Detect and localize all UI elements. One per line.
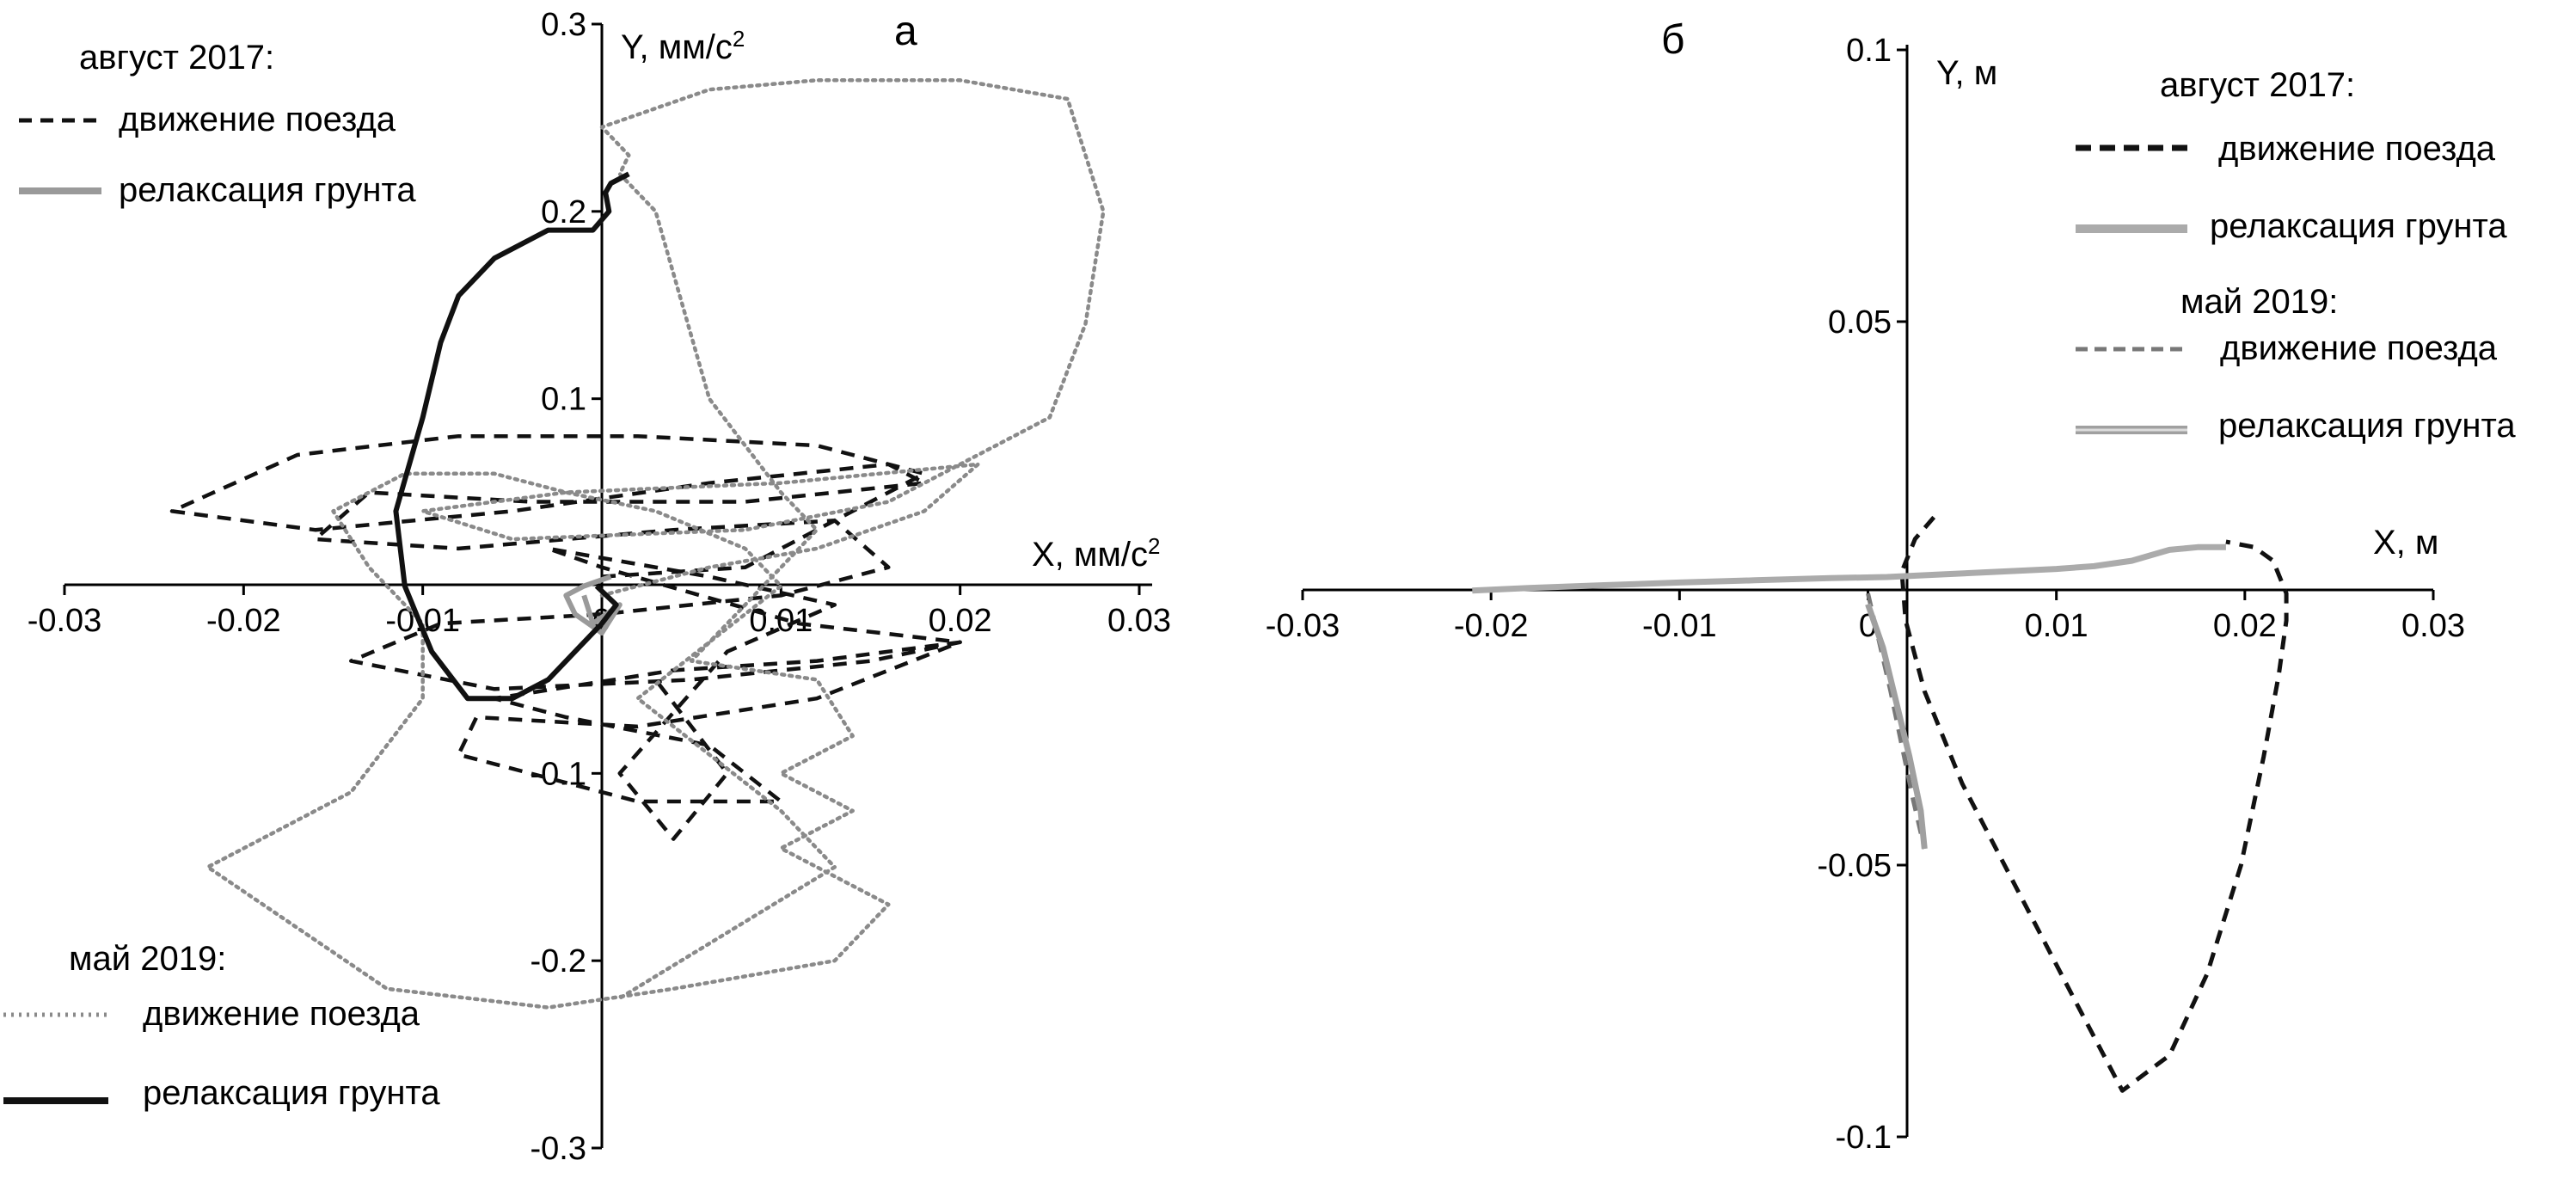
y-tick-label: 0.3 [541, 7, 586, 43]
legend-heading: май 2019: [2180, 283, 2338, 321]
legend-heading: май 2019: [69, 940, 226, 978]
x-tick-label: 0.03 [2401, 608, 2465, 644]
y-tick-label: 0.05 [1828, 304, 1892, 341]
y-tick-label: 0.1 [1846, 33, 1892, 69]
x-tick-label: -0.03 [28, 603, 102, 639]
x-tick-label: 0.01 [749, 603, 813, 639]
panel-b-y-axis-title: Y, м [1936, 54, 1997, 92]
legend-label: релаксация грунта [143, 1074, 440, 1112]
x-tick-label: 0.03 [1107, 603, 1171, 639]
panel-b-legend-august-2017: август 2017: движение поезда релаксация … [2076, 66, 2507, 245]
y-tick-label: -0.3 [531, 1131, 586, 1167]
legend-label: релаксация грунта [2210, 207, 2507, 245]
x-tick-label: 0.01 [2025, 608, 2088, 644]
legend-label: движение поезда [2220, 329, 2498, 367]
series-line-3 [1865, 603, 1928, 850]
x-tick-label: -0.03 [1266, 608, 1340, 644]
series-line-2 [563, 574, 623, 635]
panel-b-x-axis-title: X, м [2373, 524, 2438, 562]
x-tick-label: 0.02 [929, 603, 992, 639]
x-tick-label: 0.02 [2213, 608, 2277, 644]
panel-a-x-axis-title: X, мм/с2 [1032, 533, 1161, 574]
x-tick-label: -0.02 [1454, 608, 1529, 644]
series-line-2 [1866, 592, 1927, 850]
x-tick-label: -0.01 [1642, 608, 1717, 644]
legend-label: релаксация грунта [119, 171, 416, 209]
panel-a-y-axis-title: Y, мм/с2 [621, 26, 745, 66]
series-line-0 [1899, 515, 2289, 1093]
legend-label: движение поезда [2218, 130, 2496, 168]
legend-label: движение поезда [119, 101, 396, 138]
series-line-3 [393, 171, 630, 702]
y-tick-label: -0.05 [1817, 848, 1892, 884]
series-line-1 [1472, 543, 2226, 594]
x-tick-label: -0.02 [206, 603, 281, 639]
y-tick-label: -0.1 [1836, 1120, 1892, 1156]
panel-b: б -0.03 -0.02 -0.01 0 0.01 0.02 0.030.10.05-0.… [1266, 17, 2517, 1156]
legend-label: движение поезда [143, 995, 420, 1033]
panel-a: а -0.03 -0.02 -0.01 0 0.01 0.02 0.030.30.20.1-… [3, 7, 1171, 1167]
panel-a-legend-august-2017: август 2017: движение поезда релаксация … [19, 39, 416, 209]
panel-a-label: а [894, 9, 917, 54]
panel-b-label: б [1661, 17, 1685, 63]
panel-b-legend-may-2019: май 2019: движение поезда релаксация гру… [2076, 283, 2516, 445]
legend-heading: август 2017: [2160, 66, 2355, 104]
y-tick-label: 0.2 [541, 194, 586, 230]
y-tick-label: -0.2 [531, 943, 586, 979]
series-line-1 [205, 78, 1106, 1010]
y-tick-label: 0.1 [541, 382, 586, 418]
panel-a-legend-may-2019: май 2019: движение поезда релаксация гру… [3, 940, 440, 1112]
legend-label: релаксация грунта [2218, 407, 2516, 445]
legend-heading: август 2017: [79, 39, 274, 77]
